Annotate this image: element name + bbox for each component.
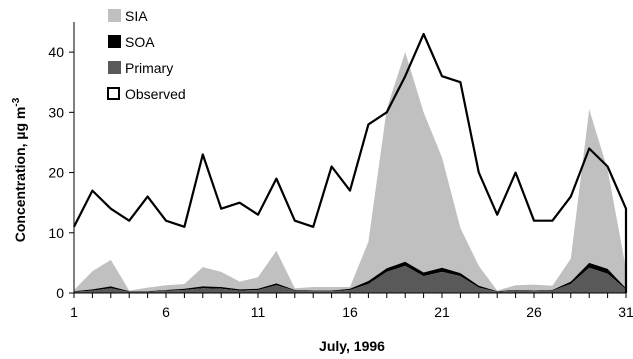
x-ticks: 1 6 11 16 21 26 31 bbox=[70, 293, 633, 320]
x-tick-label: 11 bbox=[251, 304, 266, 320]
legend-observed-label: Observed bbox=[125, 86, 186, 102]
legend-primary-label: Primary bbox=[125, 60, 173, 76]
y-tick-label: 0 bbox=[56, 285, 64, 301]
y-tick-label: 20 bbox=[48, 165, 64, 181]
legend-soa-swatch bbox=[108, 35, 121, 48]
legend-sia-swatch bbox=[108, 9, 121, 22]
x-tick-label: 21 bbox=[434, 304, 450, 320]
legend-soa-label: SOA bbox=[125, 34, 155, 50]
y-ticks: 0 10 20 30 40 bbox=[48, 44, 74, 301]
stacked-areas bbox=[74, 52, 626, 293]
y-axis-title-main: Concentration, µg m bbox=[12, 107, 28, 243]
legend-sia-label: SIA bbox=[125, 8, 148, 24]
legend-primary-swatch bbox=[108, 61, 121, 74]
area-primary bbox=[74, 265, 626, 293]
y-tick-label: 10 bbox=[48, 225, 64, 241]
y-axis-title-superscript: -3 bbox=[11, 97, 22, 106]
x-axis-title: July, 1996 bbox=[319, 338, 385, 354]
x-tick-label: 26 bbox=[526, 304, 542, 320]
observed-series bbox=[73, 32, 628, 293]
line-observed bbox=[73, 32, 628, 293]
y-tick-label: 40 bbox=[48, 44, 64, 60]
legend: SIA SOA Primary Observed bbox=[107, 8, 186, 102]
x-tick-label: 16 bbox=[342, 304, 358, 320]
legend-observed-swatch bbox=[107, 87, 120, 100]
area-sia bbox=[74, 52, 626, 292]
x-tick-label: 31 bbox=[618, 304, 633, 320]
x-tick-label: 1 bbox=[70, 304, 78, 320]
y-tick-label: 30 bbox=[48, 104, 64, 120]
x-tick-label: 6 bbox=[162, 304, 170, 320]
y-axis-title: Concentration, µg m-3 bbox=[11, 97, 28, 242]
